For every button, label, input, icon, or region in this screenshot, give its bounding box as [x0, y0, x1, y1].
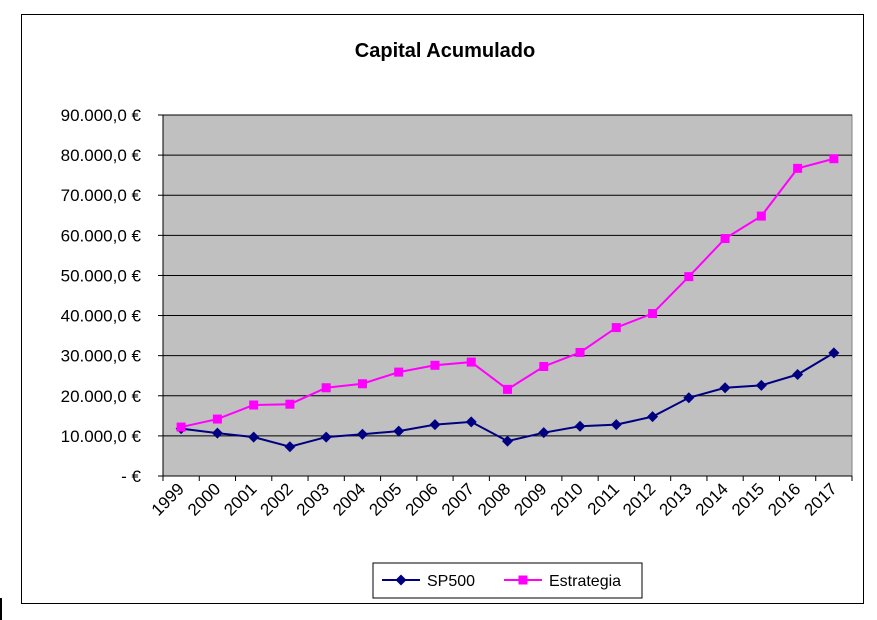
y-tick-label: 60.000,0 € [61, 226, 142, 245]
data-point [466, 357, 476, 367]
data-point [248, 431, 260, 443]
x-tick-label: 2011 [584, 479, 623, 518]
y-tick-label: 40.000,0 € [61, 307, 142, 326]
data-point [574, 420, 586, 432]
data-point [212, 414, 222, 424]
data-point [611, 323, 621, 333]
x-tick-label: 2009 [510, 479, 550, 519]
data-point [285, 399, 295, 409]
data-point [756, 211, 766, 221]
data-point [356, 428, 368, 440]
data-point [211, 427, 223, 439]
y-tick-label: 30.000,0 € [61, 347, 142, 366]
x-tick-label: 2010 [547, 479, 587, 519]
x-tick-label: 2015 [728, 479, 768, 519]
data-point [430, 360, 440, 370]
data-point [357, 379, 367, 389]
data-point [393, 425, 405, 437]
x-tick-label: 2008 [474, 479, 514, 519]
x-tick-label: 2012 [619, 479, 659, 519]
series-layer [175, 154, 840, 453]
data-point [176, 422, 186, 432]
x-axis-ticks: 1999200020012002200320042005200620072008… [148, 476, 853, 520]
x-tick-label: 2001 [220, 479, 260, 519]
data-point [539, 361, 549, 371]
data-point [249, 400, 259, 410]
data-point [538, 427, 550, 439]
x-tick-label: 2007 [438, 479, 478, 519]
x-tick-label: 2013 [655, 479, 695, 519]
data-point [503, 384, 512, 394]
plot-area [162, 114, 853, 477]
data-point [684, 272, 694, 282]
data-point [793, 163, 803, 173]
y-tick-label: 20.000,0 € [61, 387, 142, 406]
x-tick-label: 1999 [148, 479, 188, 519]
left-edge-line [0, 598, 2, 620]
legend-marker-shape [395, 574, 407, 586]
data-point [575, 347, 585, 357]
x-tick-label: 2005 [365, 479, 405, 519]
y-tick-label: - € [121, 467, 141, 486]
axes [162, 115, 852, 477]
x-tick-label: 2014 [692, 479, 732, 519]
legend: SP500 Estrategia [372, 562, 643, 599]
x-tick-label: 2017 [801, 479, 841, 519]
legend-estrategia-marker [518, 575, 528, 585]
data-point [429, 419, 441, 431]
data-point [647, 411, 659, 423]
y-tick-label: 50.000,0 € [61, 266, 142, 285]
chart-title: Capital Acumulado [355, 40, 535, 62]
legend-marker-shape [518, 575, 528, 585]
data-point [465, 416, 477, 428]
data-point [683, 392, 695, 404]
data-point [755, 379, 767, 391]
data-point [719, 382, 731, 394]
x-tick-label: 2000 [184, 479, 224, 519]
data-point [829, 154, 839, 164]
legend-sp500-label: SP500 [427, 573, 475, 590]
x-tick-label: 2002 [257, 479, 297, 519]
data-point [320, 431, 332, 443]
data-point [828, 347, 840, 359]
data-point [502, 435, 513, 447]
data-point [284, 441, 296, 453]
y-tick-label: 70.000,0 € [61, 186, 142, 205]
data-point [648, 309, 658, 319]
y-tick-label: 80.000,0 € [61, 146, 142, 165]
data-point [394, 367, 404, 377]
legend-sp500-marker [395, 574, 407, 586]
x-tick-label: 2016 [764, 479, 804, 519]
data-point [321, 383, 331, 393]
y-axis-ticks: - € 10.000,0 € 20.000,0 € 30.000,0 € 40.000,… [61, 106, 163, 486]
x-tick-label: 2003 [293, 479, 333, 519]
y-tick-label: 90.000,0 € [61, 106, 142, 125]
data-point [720, 234, 730, 244]
y-tick-label: 10.000,0 € [61, 427, 142, 446]
x-tick-label: 2004 [329, 479, 369, 519]
data-point [792, 369, 804, 381]
data-point [610, 419, 622, 431]
legend-estrategia-label: Estrategia [549, 573, 621, 590]
x-tick-label: 2006 [402, 479, 442, 519]
series-estrategia [176, 154, 839, 432]
